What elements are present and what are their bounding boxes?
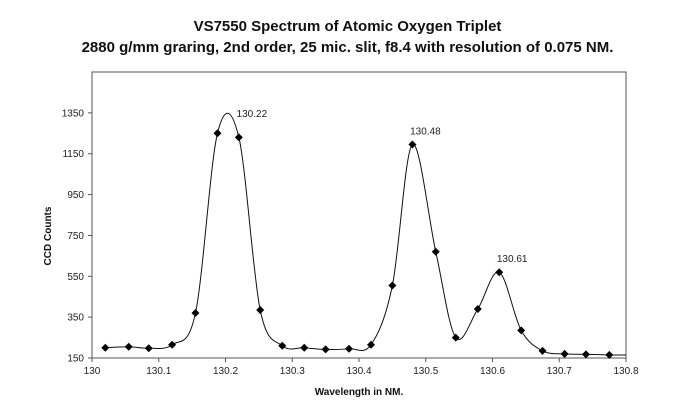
data-point-marker <box>344 344 353 353</box>
peak-label: 130.61 <box>497 254 528 265</box>
x-tick-label: 130.4 <box>346 366 371 377</box>
y-tick-label: 550 <box>67 272 84 283</box>
data-point-marker <box>300 343 309 352</box>
y-tick-label: 150 <box>67 354 84 365</box>
data-point-marker <box>213 129 222 138</box>
y-tick-label: 350 <box>67 313 84 324</box>
data-point-marker <box>278 341 287 350</box>
x-tick-label: 130.3 <box>280 366 305 377</box>
y-tick-label: 950 <box>67 190 84 201</box>
data-point-marker <box>168 340 177 349</box>
data-point-marker <box>408 140 417 149</box>
data-point-marker <box>581 350 590 359</box>
y-tick-label: 750 <box>67 231 84 242</box>
chart-subtitle: 2880 g/mm graring, 2nd order, 25 mic. sl… <box>81 39 614 56</box>
data-point-marker <box>256 305 265 314</box>
data-point-marker <box>124 342 133 351</box>
chart-title: VS7550 Spectrum of Atomic Oxygen Triplet <box>193 18 502 35</box>
data-point-marker <box>473 304 482 313</box>
data-point-marker <box>101 343 110 352</box>
x-axis-title: Wavelength in NM. <box>315 387 404 398</box>
data-point-marker <box>431 247 440 256</box>
peak-annotations: 130.22 130.48 130.61 <box>237 109 528 265</box>
data-point-marker <box>495 268 504 277</box>
data-point-marker <box>234 133 243 142</box>
data-point-marker <box>388 281 397 290</box>
x-tick-label: 130.7 <box>547 366 572 377</box>
y-axis-title: CCD Counts <box>43 206 54 265</box>
chart-title-block: VS7550 Spectrum of Atomic Oxygen Triplet… <box>0 16 695 58</box>
data-point-marker <box>451 333 460 342</box>
y-tick-label: 1150 <box>62 149 84 160</box>
data-point-marker <box>538 346 547 355</box>
x-tick-label: 130.8 <box>613 366 638 377</box>
data-point-marker <box>605 350 614 359</box>
data-point-marker <box>517 326 526 335</box>
x-tick-label: 130.1 <box>146 366 171 377</box>
x-tick-label: 130 <box>84 366 101 377</box>
plot-area <box>91 71 627 359</box>
x-tick-label: 130.6 <box>480 366 505 377</box>
data-point-marker <box>321 345 330 354</box>
y-tick-label: 1350 <box>62 108 85 119</box>
x-axis: 130 130.1 130.2 130.3 130.4 130.5 130.6 130.7 13… <box>84 358 639 377</box>
peak-label: 130.22 <box>237 109 268 120</box>
x-tick-label: 130.5 <box>413 366 438 377</box>
data-point-marker <box>144 344 153 353</box>
peak-label: 130.48 <box>410 127 441 138</box>
y-axis: 150 350 550 750 950 1150 1350 <box>62 108 92 365</box>
data-markers <box>101 129 614 359</box>
spectrum-curve <box>105 112 626 356</box>
data-point-marker <box>191 309 200 318</box>
x-tick-label: 130.2 <box>213 366 238 377</box>
data-point-marker <box>560 349 569 358</box>
data-point-marker <box>367 340 376 349</box>
